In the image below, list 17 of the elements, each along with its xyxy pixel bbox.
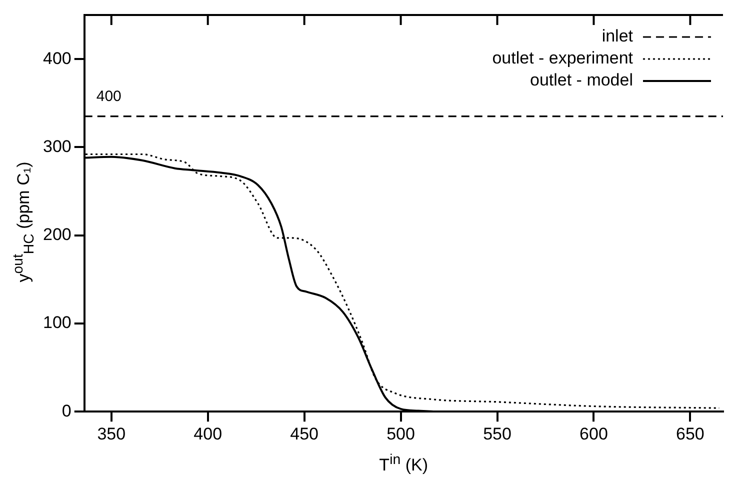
- x-tick-label: 350: [97, 424, 126, 444]
- y-tick-label: 0: [62, 401, 72, 420]
- y-tick-label: 200: [42, 225, 72, 244]
- y-tick-label: 100: [42, 313, 72, 332]
- x-tick-label: 500: [386, 424, 415, 444]
- legend-label: outlet - experiment: [492, 48, 634, 68]
- x-tick-label: 550: [483, 424, 512, 444]
- annotation: 400: [96, 88, 122, 105]
- x-axis-title: T$^{in}$ (K): [379, 452, 428, 476]
- y-tick-label: 400: [42, 48, 72, 68]
- x-tick-label: 450: [290, 424, 319, 444]
- legend-label: inlet: [602, 26, 634, 46]
- x-tick-label: 400: [194, 424, 222, 444]
- y-tick-label: 300: [42, 136, 72, 156]
- legend-label: outlet - model: [530, 70, 633, 90]
- x-tick-label: 600: [580, 424, 608, 444]
- x-tick-label: 650: [676, 424, 704, 444]
